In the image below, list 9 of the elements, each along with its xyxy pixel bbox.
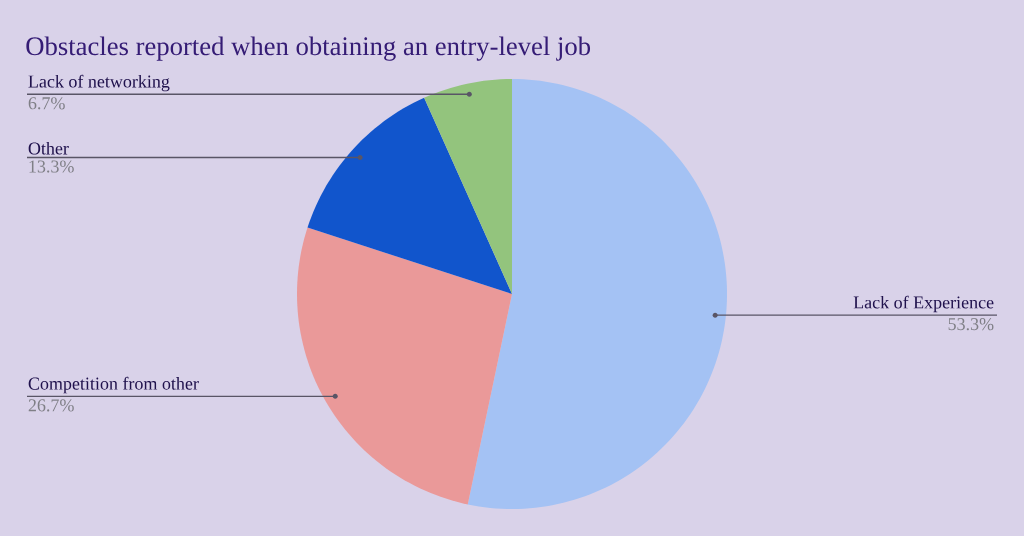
data-label: 53.3% <box>948 318 994 331</box>
slice-label: Other <box>28 141 69 155</box>
data-label: 13.3% <box>29 160 74 173</box>
chart-title: Obstacles reported when obtaining an entry-level job <box>26 36 591 61</box>
slice-label: Lack of networking <box>28 74 170 92</box>
data-label: 26.7% <box>28 399 74 412</box>
slice-label: Competition from other <box>28 376 199 394</box>
slice-label: Lack of Experience <box>853 295 994 313</box>
data-label: 6.7% <box>28 97 65 110</box>
